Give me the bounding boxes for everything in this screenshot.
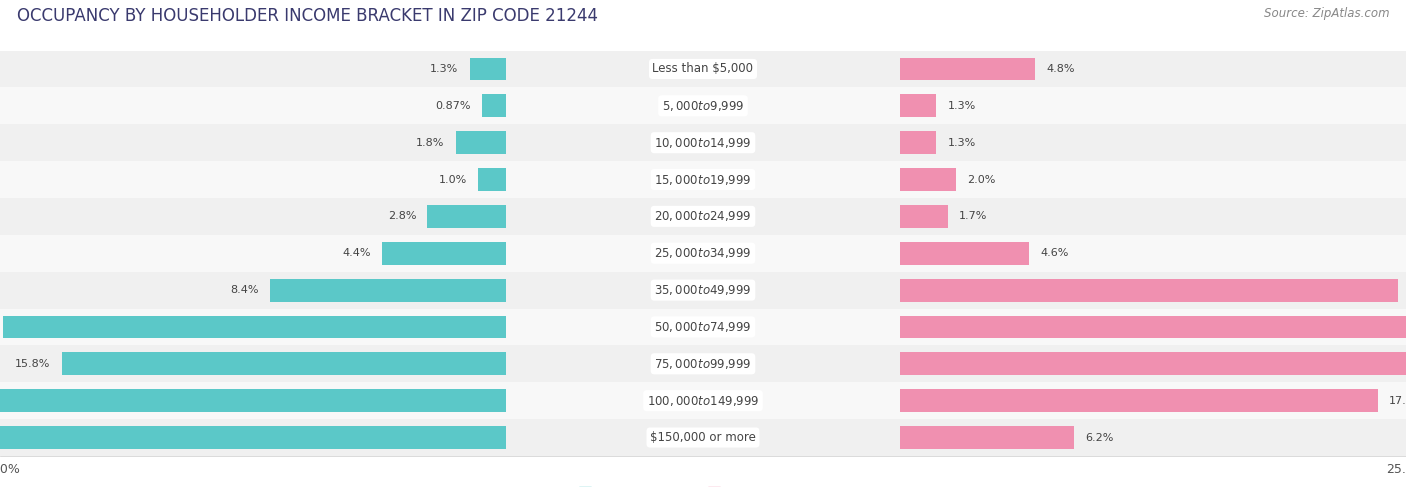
Text: Source: ZipAtlas.com: Source: ZipAtlas.com — [1264, 7, 1389, 20]
Bar — [0, 124, 1406, 161]
Bar — [0, 389, 506, 412]
Bar — [900, 242, 1029, 264]
Bar — [470, 57, 506, 80]
Text: 0.87%: 0.87% — [434, 101, 471, 111]
Text: OCCUPANCY BY HOUSEHOLDER INCOME BRACKET IN ZIP CODE 21244: OCCUPANCY BY HOUSEHOLDER INCOME BRACKET … — [17, 7, 598, 25]
Bar — [62, 353, 506, 375]
Bar — [900, 279, 1398, 301]
Text: 2.0%: 2.0% — [967, 174, 995, 185]
Text: 6.2%: 6.2% — [1085, 432, 1114, 443]
Text: 1.3%: 1.3% — [430, 64, 458, 74]
Text: 8.4%: 8.4% — [231, 285, 259, 295]
Bar — [478, 168, 506, 191]
Text: 1.8%: 1.8% — [416, 138, 444, 148]
Bar — [0, 235, 1406, 272]
Bar — [900, 389, 1378, 412]
Bar — [3, 316, 506, 338]
Text: 1.3%: 1.3% — [948, 101, 976, 111]
Text: $20,000 to $24,999: $20,000 to $24,999 — [654, 209, 752, 224]
Text: 4.8%: 4.8% — [1046, 64, 1074, 74]
Text: 15.8%: 15.8% — [15, 359, 51, 369]
Text: $75,000 to $99,999: $75,000 to $99,999 — [654, 357, 752, 371]
Text: 1.0%: 1.0% — [439, 174, 467, 185]
Bar — [900, 353, 1406, 375]
Bar — [0, 51, 1406, 87]
Bar — [0, 419, 1406, 456]
Text: $10,000 to $14,999: $10,000 to $14,999 — [654, 136, 752, 150]
Text: $5,000 to $9,999: $5,000 to $9,999 — [662, 99, 744, 113]
Bar — [0, 161, 1406, 198]
Bar — [382, 242, 506, 264]
Bar — [900, 316, 1406, 338]
Bar — [0, 309, 1406, 345]
Bar — [482, 94, 506, 117]
Bar — [0, 382, 1406, 419]
Legend: Owner-occupied, Renter-occupied: Owner-occupied, Renter-occupied — [574, 482, 832, 487]
Text: $25,000 to $34,999: $25,000 to $34,999 — [654, 246, 752, 260]
Bar — [427, 205, 506, 228]
Bar — [900, 168, 956, 191]
Bar — [900, 205, 948, 228]
Text: $15,000 to $19,999: $15,000 to $19,999 — [654, 172, 752, 187]
Bar — [900, 57, 1035, 80]
Bar — [456, 131, 506, 154]
Text: Less than $5,000: Less than $5,000 — [652, 62, 754, 75]
Text: 17.0%: 17.0% — [1389, 395, 1406, 406]
Text: 4.6%: 4.6% — [1040, 248, 1069, 258]
Bar — [270, 279, 506, 301]
Bar — [0, 272, 1406, 309]
Text: 1.3%: 1.3% — [948, 138, 976, 148]
Text: 4.4%: 4.4% — [343, 248, 371, 258]
Bar — [900, 131, 936, 154]
Text: $35,000 to $49,999: $35,000 to $49,999 — [654, 283, 752, 297]
Bar — [900, 426, 1074, 449]
Bar — [0, 198, 1406, 235]
Bar — [0, 345, 1406, 382]
Bar — [0, 87, 1406, 124]
Text: $100,000 to $149,999: $100,000 to $149,999 — [647, 393, 759, 408]
Bar — [900, 94, 936, 117]
Bar — [0, 426, 506, 449]
Text: $150,000 or more: $150,000 or more — [650, 431, 756, 444]
Text: 2.8%: 2.8% — [388, 211, 416, 222]
Text: $50,000 to $74,999: $50,000 to $74,999 — [654, 320, 752, 334]
Text: 1.7%: 1.7% — [959, 211, 987, 222]
